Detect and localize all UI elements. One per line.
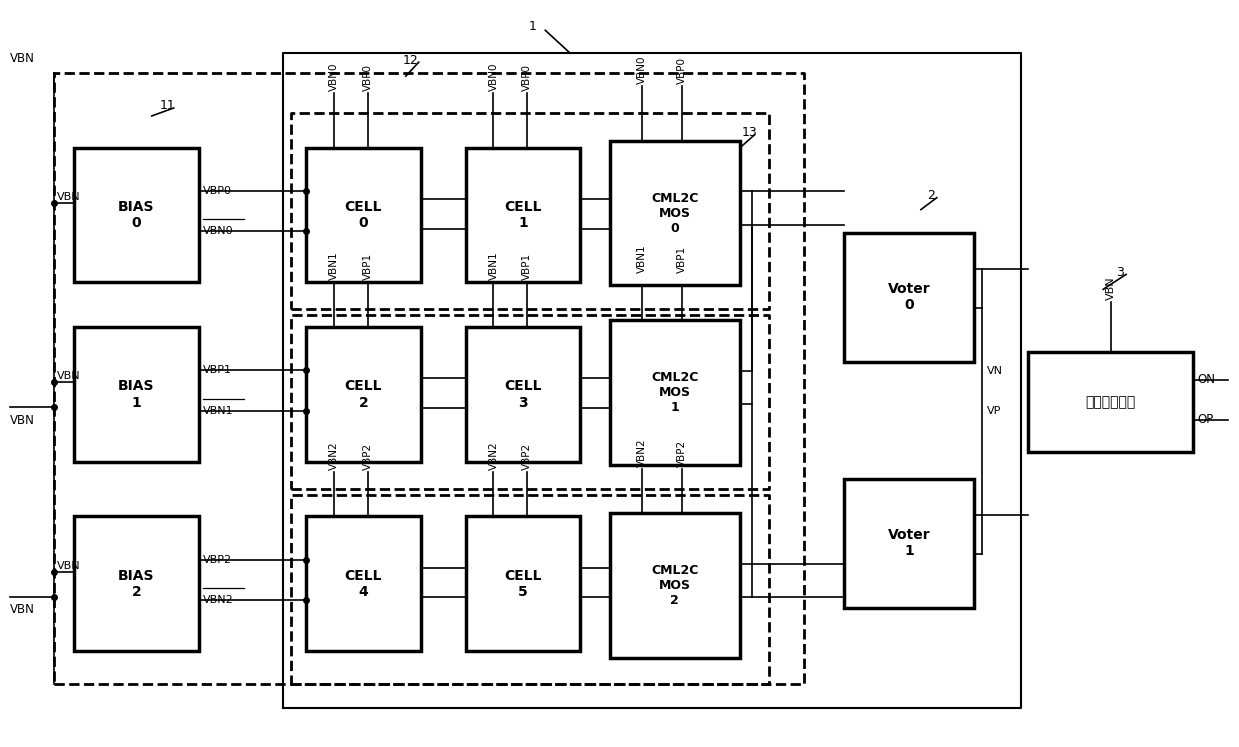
- Text: CELL
5: CELL 5: [504, 568, 541, 599]
- Text: VBN2: VBN2: [330, 441, 339, 470]
- FancyBboxPatch shape: [466, 327, 580, 462]
- FancyBboxPatch shape: [844, 479, 974, 608]
- Text: VBN2: VBN2: [488, 441, 498, 470]
- Text: Voter
0: Voter 0: [887, 282, 930, 312]
- Text: OP: OP: [1198, 413, 1214, 427]
- Text: CELL
3: CELL 3: [504, 379, 541, 409]
- Text: 12: 12: [403, 54, 419, 66]
- FancyBboxPatch shape: [610, 141, 740, 285]
- Text: BIAS
2: BIAS 2: [118, 568, 155, 599]
- Text: VBN: VBN: [57, 561, 81, 571]
- Text: VBP0: VBP0: [676, 57, 686, 84]
- Text: VBN0: VBN0: [488, 63, 498, 91]
- Text: VBP1: VBP1: [363, 253, 373, 280]
- Text: CELL
0: CELL 0: [344, 200, 382, 230]
- Text: VBN1: VBN1: [488, 252, 498, 280]
- Text: 差分输出单元: 差分输出单元: [1085, 395, 1136, 409]
- Text: VBN2: VBN2: [637, 438, 647, 467]
- Text: ON: ON: [1198, 374, 1215, 386]
- Text: Voter
1: Voter 1: [887, 528, 930, 559]
- FancyBboxPatch shape: [844, 232, 974, 362]
- Text: VBN1: VBN1: [202, 406, 233, 415]
- FancyBboxPatch shape: [74, 148, 198, 282]
- Text: VBN: VBN: [1105, 276, 1115, 300]
- FancyBboxPatch shape: [306, 327, 421, 462]
- FancyBboxPatch shape: [610, 320, 740, 465]
- Text: CELL
1: CELL 1: [504, 200, 541, 230]
- FancyBboxPatch shape: [74, 327, 198, 462]
- Text: VBP2: VBP2: [676, 439, 686, 467]
- Text: BIAS
1: BIAS 1: [118, 379, 155, 409]
- Text: VBP1: VBP1: [676, 247, 686, 273]
- Text: 13: 13: [742, 126, 757, 140]
- Text: CELL
2: CELL 2: [344, 379, 382, 409]
- Text: VBN0: VBN0: [330, 63, 339, 91]
- Text: 11: 11: [160, 99, 176, 113]
- Text: VBP0: VBP0: [202, 186, 232, 196]
- Text: VBN: VBN: [10, 603, 35, 616]
- Text: CML2C
MOS
2: CML2C MOS 2: [652, 564, 699, 607]
- Text: VBN1: VBN1: [637, 245, 647, 273]
- Text: VBP0: VBP0: [523, 64, 533, 91]
- FancyBboxPatch shape: [466, 148, 580, 282]
- FancyBboxPatch shape: [74, 516, 198, 651]
- FancyBboxPatch shape: [1028, 352, 1193, 452]
- Text: 1: 1: [528, 20, 536, 33]
- Text: CELL
4: CELL 4: [344, 568, 382, 599]
- FancyBboxPatch shape: [306, 516, 421, 651]
- Text: VP: VP: [986, 406, 1001, 416]
- Text: VBN1: VBN1: [330, 252, 339, 280]
- Text: CML2C
MOS
0: CML2C MOS 0: [652, 191, 699, 235]
- Text: VBN2: VBN2: [202, 595, 233, 605]
- Text: VBP2: VBP2: [363, 442, 373, 470]
- FancyBboxPatch shape: [306, 148, 421, 282]
- Text: VN: VN: [986, 366, 1002, 376]
- Text: VBN: VBN: [10, 52, 35, 65]
- FancyBboxPatch shape: [466, 516, 580, 651]
- Text: CML2C
MOS
1: CML2C MOS 1: [652, 371, 699, 414]
- Text: VBN: VBN: [57, 371, 81, 382]
- FancyBboxPatch shape: [610, 513, 740, 658]
- Text: VBN0: VBN0: [637, 55, 647, 84]
- Text: 3: 3: [1116, 266, 1124, 279]
- Text: VBP2: VBP2: [523, 442, 533, 470]
- Text: VBN: VBN: [10, 414, 35, 427]
- Text: BIAS
0: BIAS 0: [118, 200, 155, 230]
- Text: VBN0: VBN0: [202, 226, 233, 236]
- Text: 2: 2: [927, 189, 934, 202]
- Text: VBP0: VBP0: [363, 64, 373, 91]
- Text: VBP2: VBP2: [202, 554, 232, 565]
- Text: VBN: VBN: [57, 192, 81, 202]
- Text: VBP1: VBP1: [202, 365, 232, 375]
- Text: VBP1: VBP1: [523, 253, 533, 280]
